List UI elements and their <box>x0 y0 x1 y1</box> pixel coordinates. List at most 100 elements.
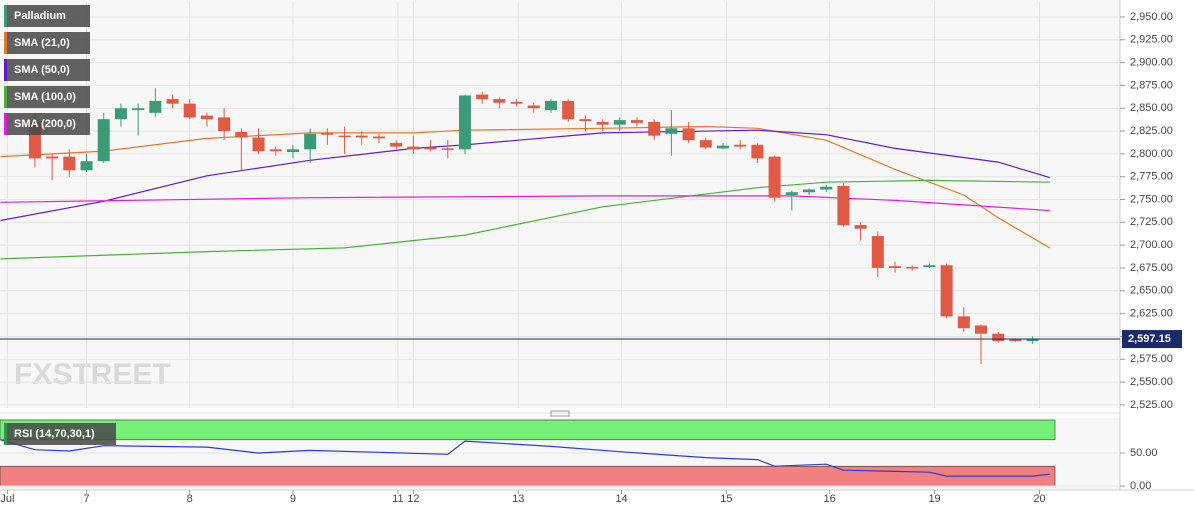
legend-swatch <box>4 59 7 81</box>
candle-body <box>493 99 506 103</box>
candle-body <box>613 120 626 125</box>
y-tick-label: 50.00 <box>1130 447 1158 459</box>
legend-box <box>4 86 90 108</box>
legend-label: SMA (100,0) <box>14 91 76 103</box>
x-tick-label: 14 <box>615 493 627 505</box>
sma-line <box>0 129 1050 222</box>
legend-box <box>4 59 90 81</box>
candle-body <box>768 156 781 198</box>
candle-body <box>957 316 970 329</box>
candle-body <box>871 236 884 268</box>
y-tick-label: 2,575.00 <box>1130 353 1173 365</box>
y-tick-label: 2,925.00 <box>1130 34 1173 46</box>
candle-body <box>699 140 712 148</box>
legend-swatch <box>4 5 7 27</box>
legend-label: RSI (14,70,30,1) <box>14 428 95 440</box>
candle-body <box>596 121 609 125</box>
legend-swatch <box>4 32 7 54</box>
candle-body <box>665 128 678 134</box>
legend-box <box>4 423 116 445</box>
legend-swatch <box>4 113 7 135</box>
main-plot <box>0 0 1120 408</box>
watermark: FXSTREET <box>14 358 171 391</box>
candle-body <box>114 108 127 120</box>
y-tick-label: 2,800.00 <box>1130 148 1173 160</box>
candle-body <box>80 161 93 171</box>
y-tick-label: 2,625.00 <box>1130 308 1173 320</box>
x-tick-label: 20 <box>1033 493 1045 505</box>
candle-body <box>252 137 265 152</box>
candle-body <box>28 121 41 159</box>
x-tick-label: 16 <box>824 493 836 505</box>
y-tick-label: 2,850.00 <box>1130 102 1173 114</box>
x-tick-label: 12 <box>407 493 419 505</box>
candle-body <box>132 108 145 111</box>
x-tick-label: Jul <box>0 493 14 505</box>
candle-body <box>579 119 592 122</box>
sma-line <box>0 179 1050 260</box>
y-tick-label: 2,750.00 <box>1130 193 1173 205</box>
candle-body <box>424 147 437 150</box>
candle-body <box>63 156 76 171</box>
candle-body <box>218 117 231 132</box>
x-tick-label: 7 <box>83 493 89 505</box>
candle-body <box>785 192 798 195</box>
candle-body <box>923 265 936 268</box>
y-tick-label: 2,950.00 <box>1130 11 1173 23</box>
candle-body <box>820 186 833 190</box>
candle-body <box>476 94 489 100</box>
legend-swatch <box>4 86 7 108</box>
candle-body <box>269 149 282 152</box>
candle-body <box>372 136 385 139</box>
candle-body <box>441 148 454 150</box>
y-tick-label: 2,550.00 <box>1130 376 1173 388</box>
x-tick-label: 11 <box>392 493 403 505</box>
candle-body <box>837 185 850 226</box>
candle-body <box>975 325 988 334</box>
candle-body <box>321 132 334 135</box>
rsi-band <box>0 465 1056 487</box>
candle-body <box>338 135 351 138</box>
candle-body <box>648 121 661 136</box>
candle-body <box>97 119 110 162</box>
rsi-line <box>0 439 1050 477</box>
y-tick-label: 2,700.00 <box>1130 239 1173 251</box>
legend-swatch <box>4 423 7 445</box>
candle-body <box>458 95 471 150</box>
candle-body <box>1009 339 1022 342</box>
candle-body <box>682 128 695 141</box>
x-tick-label: 15 <box>720 493 732 505</box>
divider-handle[interactable] <box>550 410 570 417</box>
candle-body <box>562 100 575 120</box>
candle-body <box>751 144 764 159</box>
legend-box <box>4 113 90 135</box>
legend-label: SMA (200,0) <box>14 118 76 130</box>
y-tick-label: 2,675.00 <box>1130 262 1173 274</box>
candle-body <box>304 133 317 150</box>
candle-body <box>407 146 420 150</box>
candle-body <box>46 156 59 159</box>
y-tick-label: 2,650.00 <box>1130 285 1173 297</box>
candle-body <box>235 131 248 138</box>
candle-body <box>200 115 213 120</box>
candle-body <box>149 100 162 113</box>
y-tick-label: 2,900.00 <box>1130 57 1173 69</box>
legend-box <box>4 5 90 27</box>
x-tick-label: 9 <box>290 493 296 505</box>
y-tick-label: 2,875.00 <box>1130 79 1173 91</box>
candle-body <box>544 100 557 111</box>
candle-body <box>166 99 179 104</box>
x-tick-label: 19 <box>928 493 940 505</box>
legend-box <box>4 32 90 54</box>
last-price-label: 2,597.15 <box>1128 333 1171 345</box>
rsi-band <box>0 419 1056 441</box>
candle-body <box>889 266 902 268</box>
candle-body <box>527 105 540 109</box>
candle-body <box>1026 339 1039 342</box>
candle-body <box>734 144 747 147</box>
legend-label: Palladium <box>14 10 66 22</box>
y-tick-label: 2,725.00 <box>1130 216 1173 228</box>
candle-body <box>286 149 299 153</box>
candle-body <box>630 120 643 123</box>
